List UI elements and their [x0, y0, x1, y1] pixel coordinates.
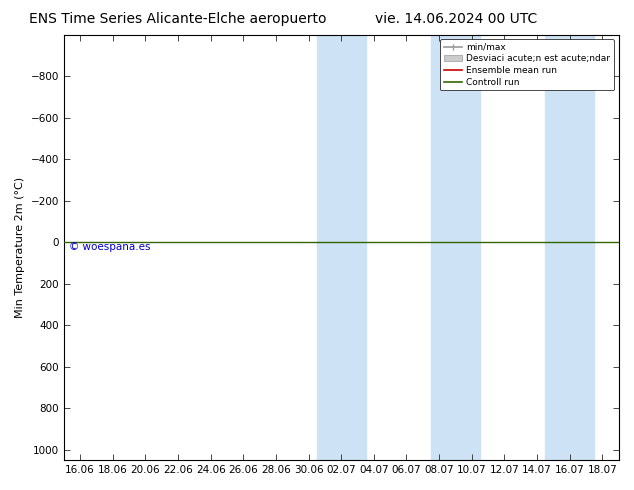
Bar	[545, 35, 594, 460]
Text: vie. 14.06.2024 00 UTC: vie. 14.06.2024 00 UTC	[375, 12, 538, 26]
Legend: min/max, Desviaci acute;n est acute;ndar, Ensemble mean run, Controll run: min/max, Desviaci acute;n est acute;ndar…	[440, 39, 614, 91]
Bar	[431, 35, 480, 460]
Text: ENS Time Series Alicante-Elche aeropuerto: ENS Time Series Alicante-Elche aeropuert…	[29, 12, 327, 26]
Text: © woespana.es: © woespana.es	[69, 242, 151, 252]
Bar	[317, 35, 366, 460]
Y-axis label: Min Temperature 2m (°C): Min Temperature 2m (°C)	[15, 177, 25, 318]
